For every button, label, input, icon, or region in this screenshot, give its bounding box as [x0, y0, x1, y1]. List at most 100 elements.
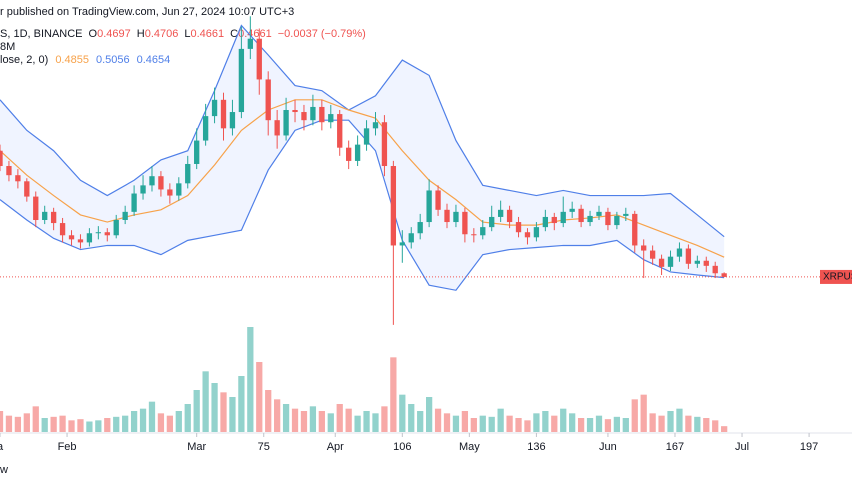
volume-bar	[506, 415, 513, 432]
x-tick-label: 167	[666, 441, 684, 453]
volume-bar	[327, 413, 334, 432]
candle-body	[649, 250, 656, 259]
x-tick-label: Jun	[599, 441, 617, 453]
candle-body	[524, 232, 531, 238]
candle-body	[185, 163, 191, 184]
x-tick-label: 106	[393, 441, 411, 453]
volume-bar	[515, 418, 522, 432]
volume-bar	[86, 421, 93, 432]
volume-bar	[381, 406, 388, 432]
candle-body	[238, 48, 245, 113]
volume-bar	[488, 416, 495, 432]
volume-bar	[363, 411, 370, 432]
band-line	[0, 119, 725, 291]
candle-body	[265, 79, 271, 121]
volume-bar	[560, 408, 567, 432]
candle-body	[489, 216, 495, 228]
change: −0.0037 (−0.79%)	[278, 28, 366, 40]
candle-body	[283, 110, 289, 136]
candle-body	[569, 208, 575, 212]
symbol-legend: S, 1D, BINANCE O0.4697 H0.4706 L0.4661 C0.46…	[0, 28, 366, 40]
candle-body	[408, 233, 414, 243]
volume-bar	[50, 416, 57, 432]
candle-body	[301, 112, 307, 121]
volume-bar	[721, 426, 728, 432]
ohlc-label: H	[137, 28, 145, 40]
candle-body	[506, 209, 513, 223]
volume-bar	[309, 406, 317, 432]
candle-body	[104, 232, 110, 236]
candle-body	[229, 112, 236, 129]
volume-bar	[622, 418, 629, 432]
volume-bar	[443, 413, 451, 432]
candle-body	[256, 38, 262, 80]
x-tick-label: Jul	[735, 441, 749, 453]
candle-body	[122, 211, 128, 220]
candle-body	[77, 239, 84, 243]
candle-body	[15, 175, 21, 182]
volume-bar	[336, 404, 343, 432]
candle-body	[95, 232, 102, 234]
candle-body	[68, 235, 75, 240]
volume-bar	[318, 411, 325, 432]
volume-bar	[175, 411, 182, 432]
band-line	[0, 24, 725, 238]
candle-body	[158, 176, 164, 190]
candle-body	[578, 208, 584, 223]
volume-bar	[184, 404, 191, 432]
candle-body	[86, 233, 93, 243]
candle-body	[542, 216, 549, 228]
publish-note: r published on TradingView.com, Jun 27, …	[0, 6, 294, 18]
volume-bar	[247, 327, 254, 432]
bb-value: 0.4654	[137, 54, 171, 66]
volume-bar	[586, 418, 594, 432]
candle-body	[59, 223, 66, 236]
volume-bar	[0, 411, 4, 432]
x-tick-label: 197	[800, 441, 818, 453]
candle-body	[140, 185, 146, 194]
candle-body	[113, 220, 119, 236]
candle-body	[721, 273, 727, 277]
volume-bar	[220, 392, 227, 432]
volume-bar	[68, 420, 75, 432]
candle-body	[354, 144, 361, 161]
volume-bar	[238, 376, 245, 432]
volume-bar	[193, 390, 200, 432]
candle-body	[337, 114, 343, 148]
volume-bar	[345, 408, 352, 432]
volume-bar	[551, 415, 558, 432]
candle-body	[247, 38, 253, 49]
volume-bar	[390, 357, 397, 432]
candle-body	[685, 248, 692, 264]
volume-bar	[461, 411, 469, 432]
volume-bar	[104, 418, 111, 432]
volume-bar	[282, 404, 290, 432]
candle-body	[462, 211, 468, 235]
candle-body	[417, 222, 423, 234]
candle-body	[587, 215, 593, 223]
volume-bar	[256, 362, 263, 432]
volume-bar	[265, 390, 272, 432]
volume-bar	[166, 415, 173, 432]
volume-bar	[631, 399, 638, 432]
volume-bar	[569, 413, 576, 432]
volume-bar	[202, 371, 209, 432]
candle-body	[24, 181, 30, 197]
x-tick-label: Apr	[327, 441, 344, 453]
price-tag-bg	[820, 269, 852, 284]
volume-bar	[274, 399, 281, 432]
volume-bar	[23, 413, 30, 432]
candle-body	[50, 211, 57, 224]
candle-body	[328, 114, 334, 123]
candle-body	[381, 122, 388, 167]
volume-bar	[291, 408, 299, 432]
volume-bar	[211, 383, 218, 432]
volume-bar	[139, 408, 147, 432]
candle-body	[363, 128, 370, 145]
volume-bar	[354, 415, 361, 432]
volume-bar	[95, 420, 102, 432]
volume-bar	[77, 419, 84, 432]
candle-body	[176, 183, 182, 196]
bb-label: lose, 2, 0)	[0, 54, 48, 66]
candle-body	[703, 260, 709, 266]
